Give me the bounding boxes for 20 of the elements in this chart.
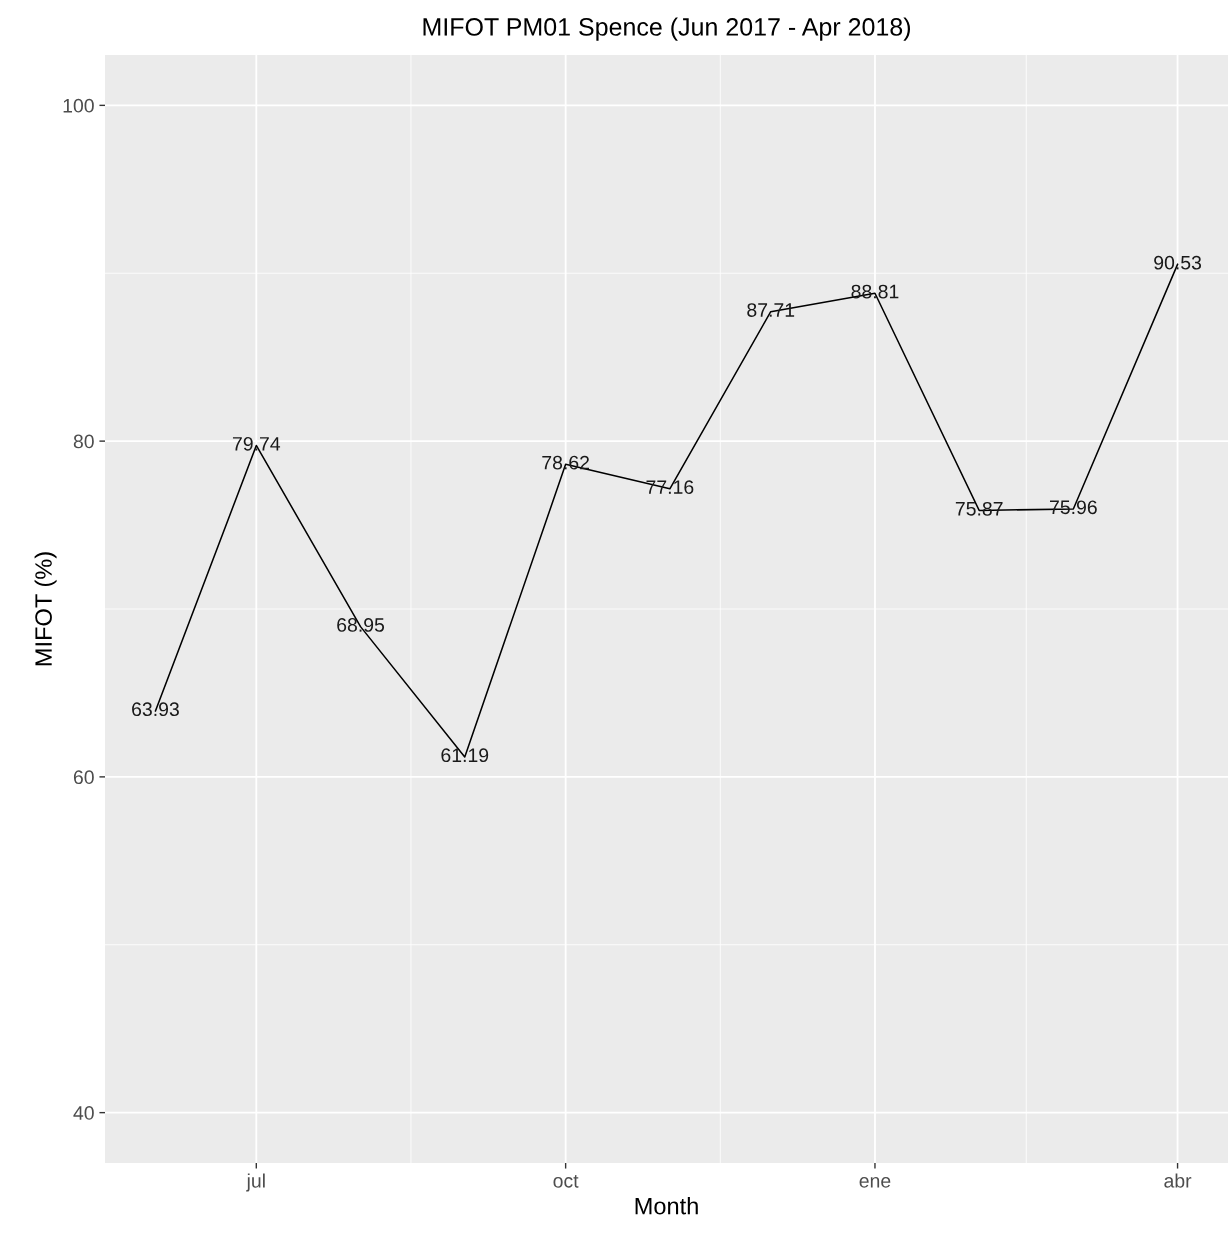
data-label: 79.74 — [232, 436, 281, 451]
y-tick-label: 80 — [73, 434, 94, 449]
y-tick-label: 40 — [73, 1106, 94, 1120]
x-tick-label: oct — [553, 1174, 579, 1188]
y-tick-label: 100 — [63, 98, 94, 113]
x-axis-title: Month — [635, 1197, 698, 1215]
x-tick-label: ene — [859, 1177, 891, 1188]
data-label: 75.87 — [955, 501, 1003, 516]
data-label: 61.19 — [441, 748, 489, 763]
y-tick-label: 60 — [73, 770, 94, 785]
data-label: 78.62 — [542, 455, 589, 470]
data-label: 75.96 — [1050, 500, 1097, 515]
data-label: 77.16 — [646, 480, 694, 495]
x-tick-label: jul — [246, 1173, 265, 1192]
x-tick-label: abr — [1164, 1173, 1192, 1188]
y-axis-title: MIFOT (%) — [34, 552, 57, 666]
data-label: 63.93 — [132, 702, 179, 717]
chart-title: MIFOT PM01 Spence (Jun 2017 - Apr 2018) — [423, 17, 911, 41]
data-label: 88.81 — [851, 284, 899, 299]
data-label: 90.53 — [1154, 255, 1202, 270]
